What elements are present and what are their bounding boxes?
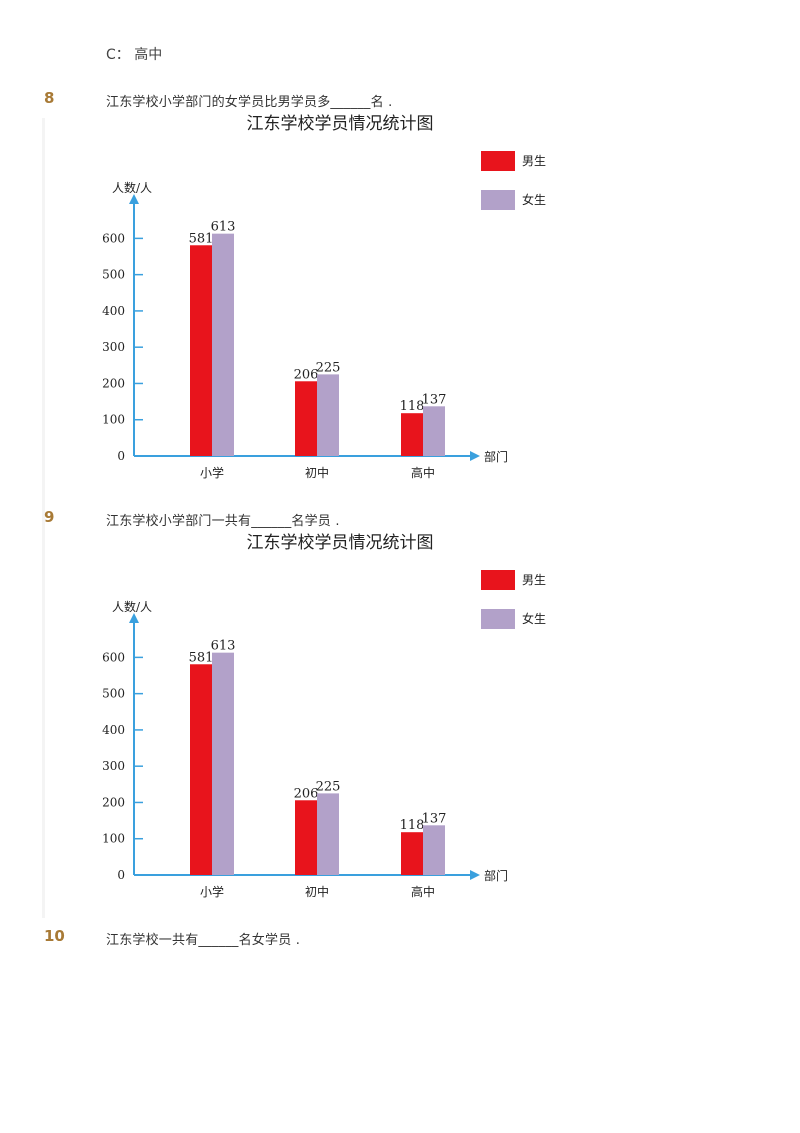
question-number-10: 10 — [44, 927, 65, 945]
legend-label-male: 男生 — [522, 154, 546, 168]
y-axis-arrow — [129, 194, 139, 204]
legend-label-male: 男生 — [522, 573, 546, 587]
chart-title: 江东学校学员情况统计图 — [247, 114, 434, 134]
bar-小学-female — [212, 652, 234, 875]
x-tick-label: 高中 — [411, 465, 435, 480]
bar-chart-2: 江东学校学员情况统计图男生女生 人数/人部门 0 100 200 300 400 500 600… — [90, 525, 570, 905]
y-tick-label: 200 — [102, 795, 125, 809]
data-label: 118 — [400, 818, 425, 833]
data-label: 137 — [422, 392, 447, 407]
data-label: 206 — [294, 367, 319, 382]
y-axis-label: 人数/人 — [112, 180, 152, 195]
question-text-9: 江东学校小学部门一共有______名学员 . — [106, 514, 340, 529]
y-tick-label: 400 — [102, 304, 125, 318]
question-text-8: 江东学校小学部门的女学员比男学员多______名 . — [106, 95, 393, 110]
bar-初中-male — [295, 800, 317, 875]
legend-swatch-female — [481, 190, 515, 210]
legend-label-female: 女生 — [522, 192, 546, 207]
data-label: 581 — [189, 650, 214, 665]
y-tick-label: 0 — [117, 449, 125, 463]
bar-初中-female — [317, 793, 339, 875]
data-label: 225 — [316, 360, 341, 375]
bar-初中-male — [295, 381, 317, 456]
data-label: 581 — [189, 231, 214, 246]
x-axis-arrow — [470, 870, 480, 880]
y-tick-label: 0 — [117, 868, 125, 882]
x-tick-label: 高中 — [411, 884, 435, 899]
legend-swatch-male — [481, 570, 515, 590]
y-tick-label: 200 — [102, 376, 125, 390]
y-tick-label: 400 — [102, 723, 125, 737]
x-axis-arrow — [470, 451, 480, 461]
bar-高中-female — [423, 825, 445, 875]
bar-高中-male — [401, 832, 423, 875]
bar-chart-1: 江东学校学员情况统计图男生女生 人数/人部门 0 100 200 300 400 500 600… — [90, 106, 570, 486]
x-tick-label: 初中 — [305, 884, 329, 899]
y-axis-arrow — [129, 613, 139, 623]
question-text-10: 江东学校一共有______名女学员 . — [106, 933, 301, 948]
bar-高中-male — [401, 413, 423, 456]
question-number-9: 9 — [44, 508, 55, 526]
y-tick-label: 600 — [102, 650, 125, 664]
legend-swatch-male — [481, 151, 515, 171]
y-tick-label: 100 — [102, 413, 125, 427]
x-axis-label: 部门 — [484, 868, 508, 883]
bar-小学-male — [190, 664, 212, 875]
bar-高中-female — [423, 406, 445, 456]
y-tick-label: 500 — [102, 268, 125, 282]
chart-title: 江东学校学员情况统计图 — [247, 533, 434, 553]
y-tick-label: 300 — [102, 759, 125, 773]
bar-小学-male — [190, 245, 212, 456]
data-label: 613 — [211, 639, 236, 654]
option-c-text: C： 高中 — [106, 47, 163, 63]
y-tick-label: 500 — [102, 687, 125, 701]
legend-swatch-female — [481, 609, 515, 629]
x-axis-label: 部门 — [484, 449, 508, 464]
y-tick-label: 100 — [102, 832, 125, 846]
x-tick-label: 小学 — [200, 465, 224, 480]
bar-初中-female — [317, 374, 339, 456]
data-label: 206 — [294, 786, 319, 801]
legend-label-female: 女生 — [522, 611, 546, 626]
y-tick-label: 600 — [102, 231, 125, 245]
data-label: 118 — [400, 399, 425, 414]
y-axis-label: 人数/人 — [112, 599, 152, 614]
bar-小学-female — [212, 233, 234, 456]
data-label: 613 — [211, 220, 236, 235]
question-number-8: 8 — [44, 89, 55, 107]
margin-rule — [42, 118, 45, 918]
x-tick-label: 小学 — [200, 884, 224, 899]
x-tick-label: 初中 — [305, 465, 329, 480]
y-tick-label: 300 — [102, 340, 125, 354]
data-label: 225 — [316, 779, 341, 794]
data-label: 137 — [422, 811, 447, 826]
